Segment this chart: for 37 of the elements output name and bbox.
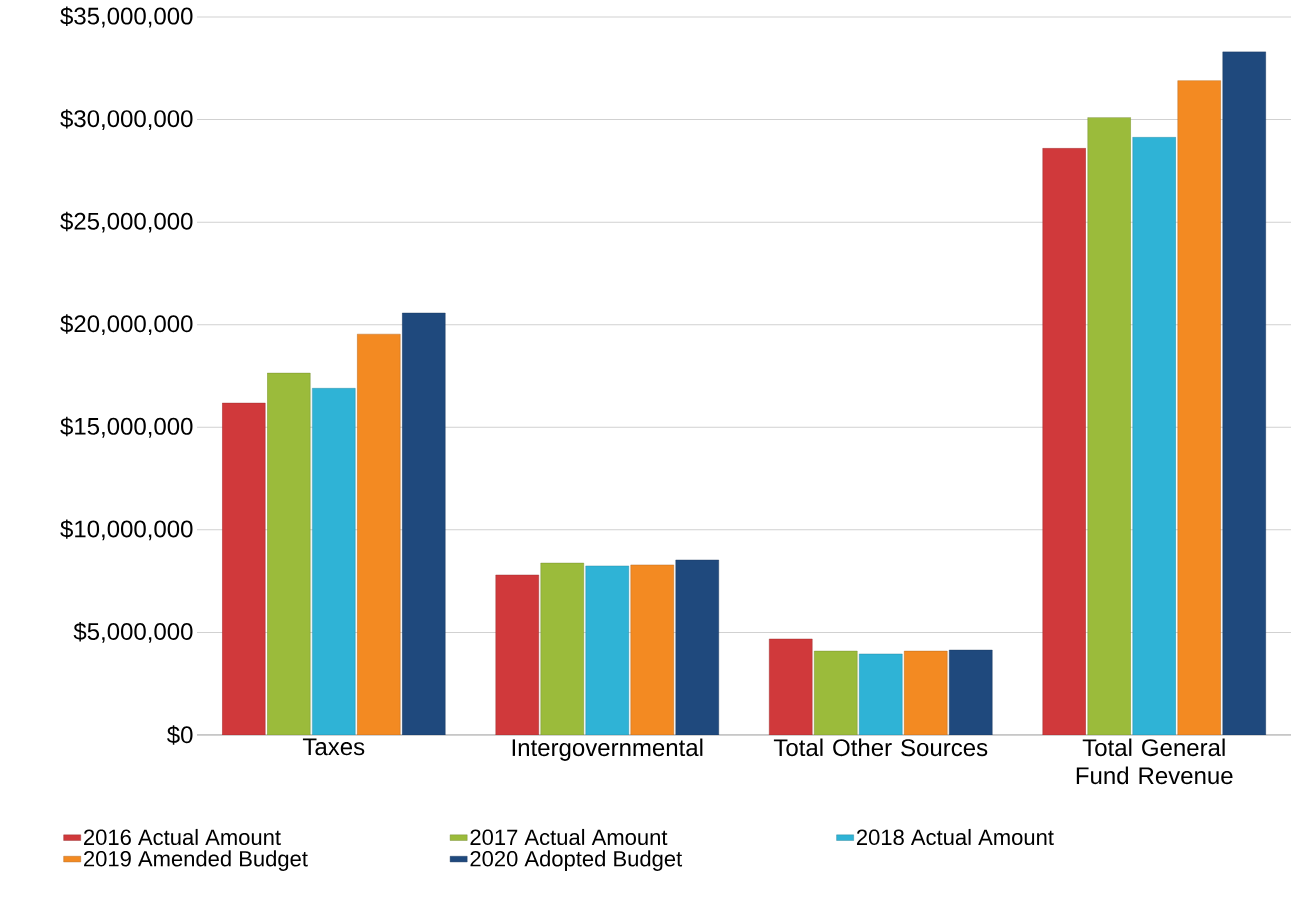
bar (1132, 137, 1176, 735)
bar (312, 388, 356, 735)
bar (1087, 117, 1131, 735)
bar (1177, 80, 1221, 735)
bar (222, 402, 266, 735)
bar (402, 312, 446, 735)
bar (1042, 148, 1086, 735)
x-tick-label: Intergovernmental (512, 738, 703, 761)
legend-label: 2020 Adopted Budget (470, 850, 683, 871)
bar (495, 574, 539, 735)
bar (267, 372, 311, 735)
bar (1222, 51, 1266, 735)
legend-label: 2016 Actual Amount (84, 828, 281, 846)
y-tick-label: $35,000,000 (60, 6, 193, 28)
y-tick-label: $30,000,000 (60, 109, 193, 130)
y-tick-label: $10,000,000 (60, 519, 193, 541)
legend-label: 2019 Amended Budget (84, 850, 308, 871)
x-tick-label: Total General Fund Revenue (1076, 738, 1233, 785)
legend-label: 2018 Actual Amount (856, 828, 1054, 846)
y-tick-label: $20,000,000 (60, 314, 193, 336)
bar (949, 649, 993, 735)
y-tick-label: $15,000,000 (60, 416, 193, 438)
y-tick-label: $0 (167, 725, 193, 745)
x-tick-label: Taxes (302, 738, 365, 756)
legend-label: 2017 Actual Amount (470, 828, 668, 846)
bar (675, 559, 719, 735)
bar (904, 650, 948, 735)
y-tick-label: $5,000,000 (73, 621, 193, 643)
bar (540, 562, 584, 735)
x-tick-label: Total Other Sources (773, 738, 988, 757)
bar (769, 638, 813, 735)
y-tick-label: $25,000,000 (60, 211, 193, 233)
bar (814, 650, 858, 735)
bar (630, 564, 674, 735)
bar (859, 653, 903, 735)
bar (585, 565, 629, 735)
bar (357, 333, 401, 735)
